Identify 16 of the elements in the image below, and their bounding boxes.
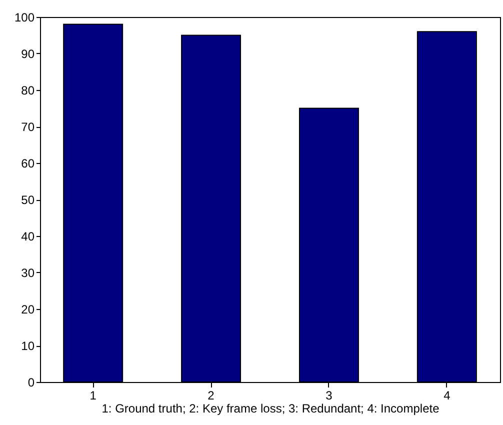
x-tick-label: 1 [90,388,97,402]
y-tick-label: 70 [21,120,35,134]
y-tick-label: 30 [21,266,35,280]
y-tick-label: 10 [21,339,35,353]
y-tick-label: 90 [21,47,35,61]
y-tick-label: 40 [21,230,35,244]
x-tick-label: 4 [444,388,451,402]
x-tick-label: 2 [208,388,215,402]
y-tick-label: 50 [21,193,35,207]
y-tick-label: 20 [21,302,35,316]
x-tick-label: 3 [326,388,333,402]
y-tick-label: 100 [14,10,35,24]
y-tick-label: 80 [21,84,35,98]
x-axis-title: 1: Ground truth; 2: Key frame loss; 3: Redundant; 4: Incomplete [102,402,440,416]
y-tick-label: 0 [28,376,35,390]
y-tick-label: 60 [21,156,35,170]
